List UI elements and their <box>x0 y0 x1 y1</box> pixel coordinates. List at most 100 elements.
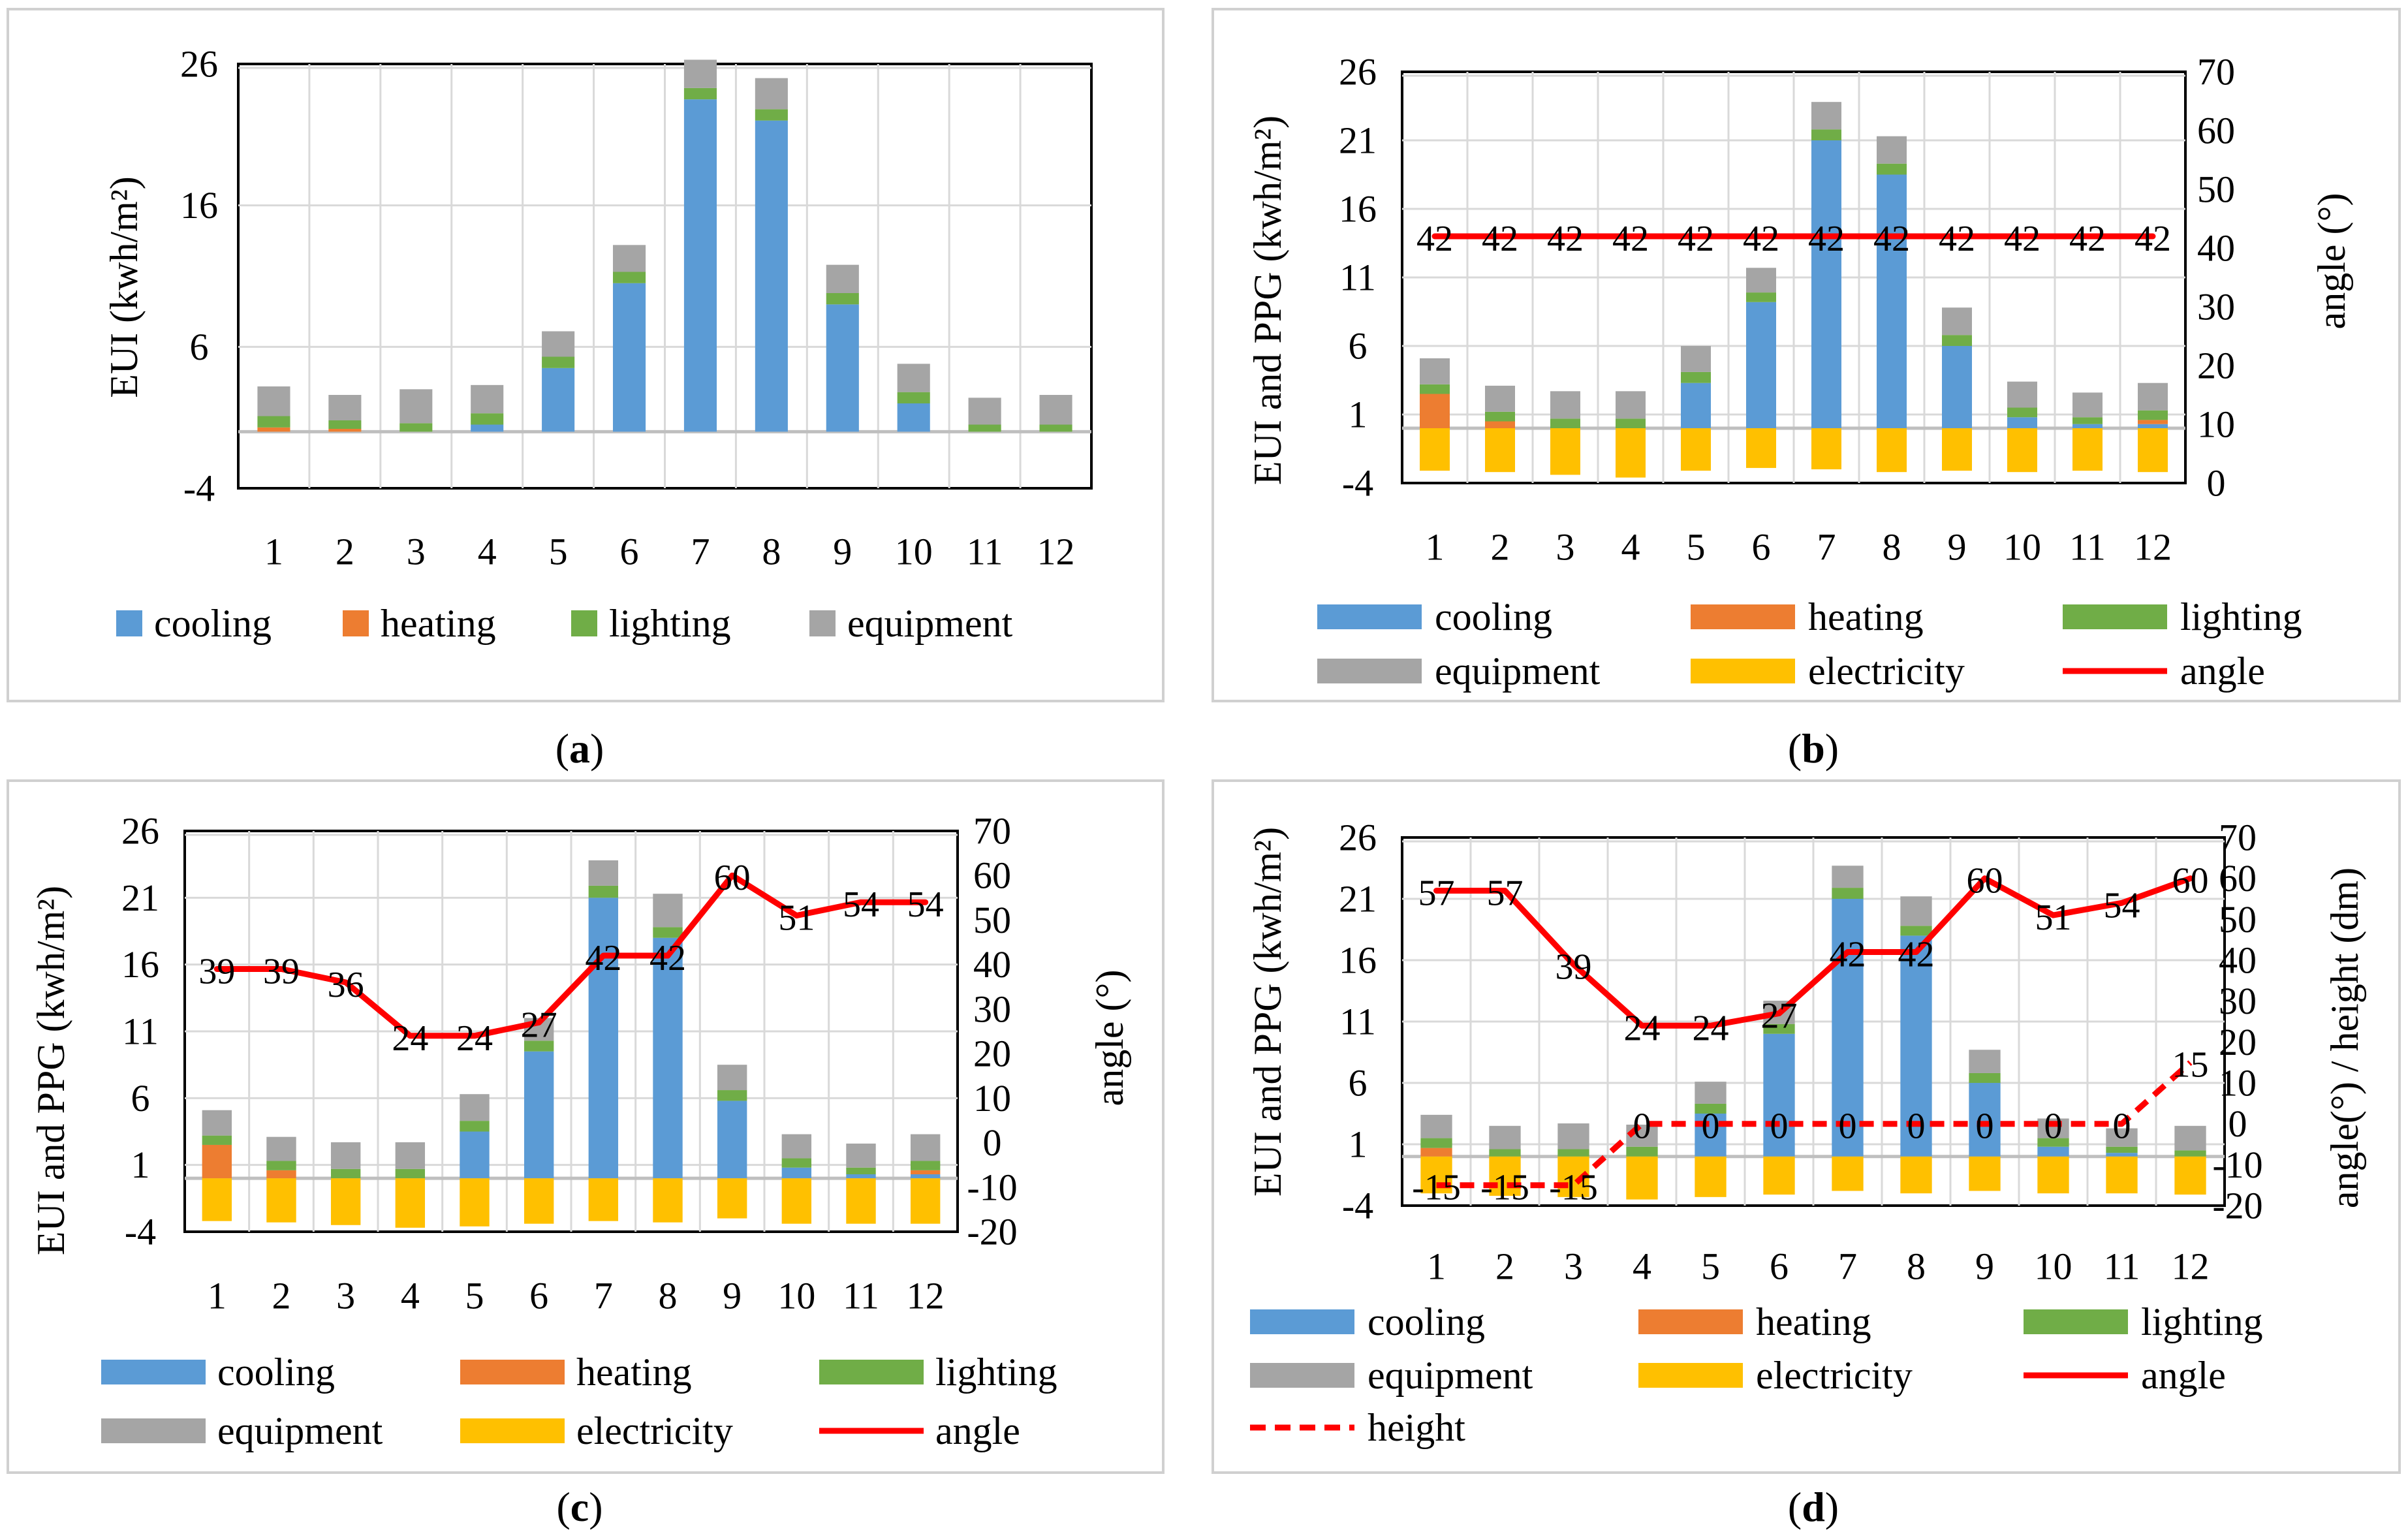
panel-d-y2-tick-label: 30 <box>2219 980 2257 1022</box>
panel-d-caption: (d) <box>1788 1484 1839 1530</box>
panel-d-bar-heating-1 <box>1420 1148 1452 1157</box>
panel-d-bar-equipment-7 <box>1832 866 1864 888</box>
panel-d-bar-lighting-10 <box>2037 1138 2069 1147</box>
panel-c-bar-lighting-10 <box>781 1158 812 1168</box>
panel-b-bar-lighting-9 <box>1942 335 1972 346</box>
panel-b-legend-electricity-label: electricity <box>1808 649 1965 693</box>
panel-c-bar-electricity-6 <box>524 1178 554 1224</box>
panel-d-bar-cooling-7 <box>1832 899 1864 1157</box>
panel-d-y2-tick-label: 40 <box>2219 939 2257 982</box>
panel-d-height-data-label: 15 <box>2172 1045 2209 1086</box>
panel-d-angle-data-label: 57 <box>1418 873 1455 913</box>
panel-d-angle-data-label: 51 <box>2035 898 2072 938</box>
panel-c-bar-lighting-6 <box>524 1040 554 1052</box>
panel-d-x-tick-label: 10 <box>2035 1245 2072 1288</box>
panel-a-y-tick-label: -4 <box>183 467 215 510</box>
panel-a-bar-lighting-2 <box>328 420 362 429</box>
panel-d-height-data-label: 0 <box>1702 1106 1720 1147</box>
panel-b-y2-tick-label: 30 <box>2197 286 2235 328</box>
panel-d-bar-equipment-12 <box>2174 1125 2206 1151</box>
panel-c-bar-heating-12 <box>910 1170 941 1174</box>
panel-d-bar-electricity-8 <box>1900 1156 1932 1194</box>
panel-b-bar-lighting-11 <box>2072 417 2103 424</box>
panel-d-bar-cooling-9 <box>1969 1083 2001 1157</box>
panel-c-angle-data-label: 39 <box>198 951 235 992</box>
panel-a-legend-equipment-swatch <box>809 610 836 636</box>
panel-c-angle-data-label: 24 <box>392 1018 428 1059</box>
panel-d-height-data-label: 0 <box>1633 1106 1651 1147</box>
panel-d-x-tick-label: 7 <box>1838 1245 1857 1288</box>
panel-c-bar-electricity-12 <box>910 1178 941 1224</box>
panel-b-legend-cooling-swatch <box>1317 604 1422 629</box>
panel-b-x-tick-label: 6 <box>1752 526 1771 569</box>
panel-b-bar-lighting-7 <box>1811 129 1841 140</box>
panel-c-legend-equipment-label: equipment <box>217 1409 383 1452</box>
panel-b-angle-data-label: 42 <box>1482 219 1518 259</box>
panel-c-bar-equipment-7 <box>588 860 619 886</box>
panel-a-y-axis-title: EUI (kwh/m²) <box>102 176 146 398</box>
panel-b-legend: cooling heating lighting equipment electrici… <box>1317 595 2302 693</box>
panel-c-bar-cooling-8 <box>653 937 683 1179</box>
panel-c-y2-tick-label: 20 <box>973 1033 1011 1075</box>
panel-b-x-tick-label: 9 <box>1948 526 1967 569</box>
panel-b-y2-tick-label: 40 <box>2197 227 2235 270</box>
panel-c-bar-lighting-2 <box>266 1161 296 1170</box>
panel-c-y-tick-label: 6 <box>131 1077 150 1119</box>
panel-b-bar-equipment-2 <box>1485 385 1515 412</box>
panel-d-bar-lighting-12 <box>2174 1150 2206 1157</box>
panel-a-bar-equipment-6 <box>612 245 646 272</box>
panel-b-bar-equipment-9 <box>1942 307 1972 336</box>
panel-b-legend-cooling-label: cooling <box>1435 595 1552 638</box>
panel-b-angle-data-label: 42 <box>1808 219 1845 259</box>
panel-b-bar-electricity-3 <box>1550 428 1580 475</box>
panel-d-legend-heating-label: heating <box>1756 1300 1871 1343</box>
panel-a-bar-equipment-5 <box>542 331 575 357</box>
panel-c-legend-heating-label: heating <box>576 1351 692 1394</box>
panel-d-angle-line <box>1433 875 2193 1029</box>
panel-b-y-tick-label: 6 <box>1349 325 1368 367</box>
panel-b-bar-heating-1 <box>1420 394 1450 428</box>
panel-c-bar-equipment-8 <box>653 894 683 928</box>
panel-b-y-tick-label: 11 <box>1339 257 1376 299</box>
panel-d-legend-cooling-swatch <box>1250 1309 1354 1334</box>
panel-b-caption-letter: b <box>1802 725 1825 772</box>
panel-b-legend-angle-label: angle <box>2180 649 2265 693</box>
panel-b-bar-electricity-1 <box>1420 428 1450 471</box>
panel-a-x-tick-label: 10 <box>895 531 933 573</box>
panel-d-bar-equipment-1 <box>1420 1114 1452 1138</box>
panel-b-bar-equipment-12 <box>2138 383 2168 411</box>
panel-b-y2-tick-label: 10 <box>2197 403 2235 446</box>
panel-c-bar-equipment-11 <box>846 1143 876 1168</box>
panel-d-bar-electricity-9 <box>1969 1156 2001 1191</box>
panel-c-bar-electricity-10 <box>781 1178 812 1224</box>
panel-c-y2-tick-label: 50 <box>973 899 1011 941</box>
panel-c-y-tick-label: 26 <box>121 810 159 852</box>
panel-d-bar-equipment-5 <box>1695 1082 1727 1104</box>
panel-b-y-axis-title: EUI and PPG (kwh/m²) <box>1246 116 1289 485</box>
panel-d-x-tick-label: 6 <box>1770 1245 1789 1288</box>
panel-d-bar-electricity-6 <box>1763 1156 1795 1195</box>
panel-c-angle-data-label: 42 <box>585 938 621 978</box>
panel-d-y2-tick-label: 0 <box>2228 1102 2247 1145</box>
panel-c-legend-equipment-swatch <box>101 1418 206 1443</box>
panel-d-bar-lighting-5 <box>1695 1103 1727 1114</box>
panel-d-bar-equipment-2 <box>1489 1125 1521 1149</box>
panel-a-bar-lighting-3 <box>399 423 433 432</box>
panel-d-y-tick-label: 21 <box>1339 878 1377 920</box>
panel-d-height-data-label: 0 <box>1976 1106 1994 1147</box>
panel-d-legend-equipment-swatch <box>1250 1363 1354 1388</box>
panel-c-bar-lighting-11 <box>846 1167 876 1174</box>
panel-a-bar-lighting-6 <box>612 272 646 283</box>
panel-d-angle-data-label: 60 <box>2172 861 2209 901</box>
panel-c-bar-equipment-3 <box>330 1142 361 1169</box>
panel-c-legend-cooling-swatch <box>101 1360 206 1384</box>
panel-b-bar-cooling-9 <box>1942 346 1972 428</box>
panel-d-height-data-label: -15 <box>1549 1168 1598 1208</box>
panel-d-x-tick-label: 3 <box>1564 1245 1583 1288</box>
panel-b-bar-equipment-11 <box>2072 392 2103 418</box>
panel-a-bar-equipment-9 <box>826 264 859 293</box>
panel-b-bar-electricity-11 <box>2072 428 2103 471</box>
panel-d-bar-lighting-2 <box>1489 1149 1521 1157</box>
